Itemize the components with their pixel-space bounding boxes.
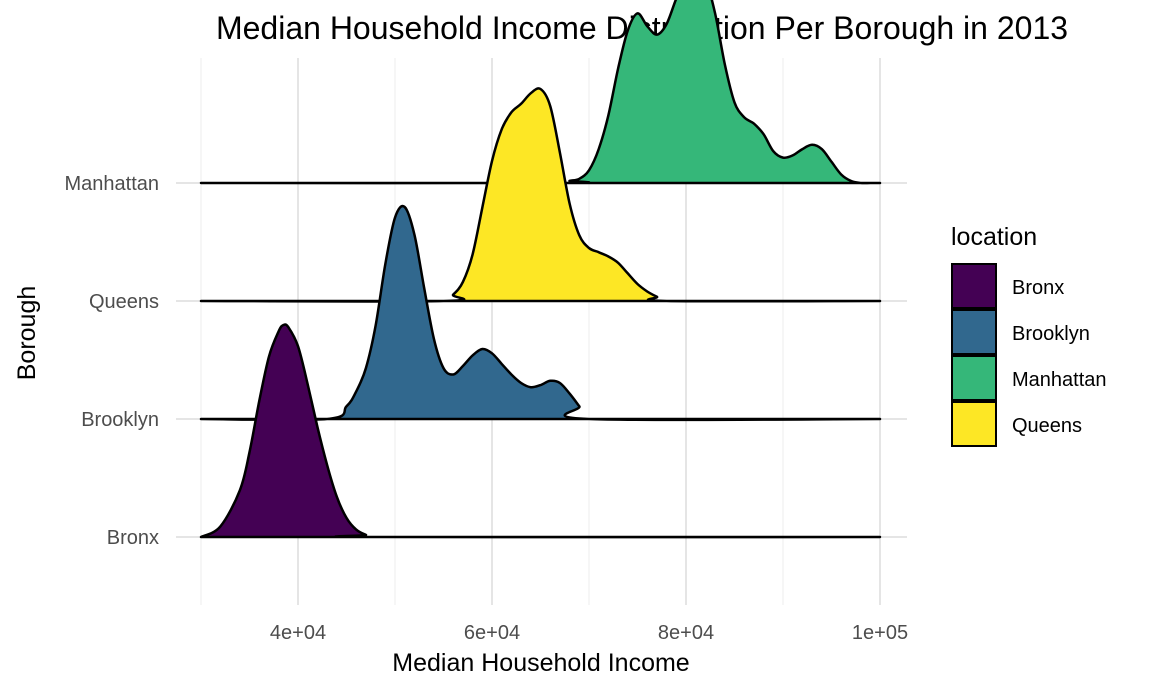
- y-tick-label: Manhattan: [64, 173, 159, 195]
- legend-label-brooklyn: Brooklyn: [1012, 323, 1090, 345]
- x-axis-ticks: 4e+04 6e+04 8e+04 1e+05: [270, 622, 908, 644]
- y-axis-ticks: Bronx Brooklyn Queens Manhattan: [64, 173, 159, 549]
- ridge-bronx: [199, 323, 882, 539]
- legend-label-manhattan: Manhattan: [1012, 369, 1107, 391]
- y-axis-title: Borough: [13, 286, 41, 381]
- x-tick-label: 6e+04: [464, 622, 520, 644]
- x-axis-title: Median Household Income: [392, 649, 689, 677]
- ridge-area-brooklyn: [199, 204, 882, 422]
- legend-swatch-manhattan: [951, 355, 997, 401]
- y-tick-label: Bronx: [107, 527, 159, 549]
- ridge-area-queens: [199, 87, 882, 303]
- ridge-queens: [199, 87, 882, 303]
- legend: location Bronx Brooklyn Manhattan Queens: [951, 223, 1107, 447]
- ridge-area-manhattan: [199, 0, 882, 185]
- legend-title: location: [951, 223, 1037, 251]
- ridges: [199, 0, 882, 539]
- x-tick-label: 1e+05: [852, 622, 908, 644]
- ridge-brooklyn: [199, 204, 882, 422]
- legend-label-queens: Queens: [1012, 415, 1082, 437]
- y-tick-label: Brooklyn: [81, 409, 159, 431]
- ridge-area-bronx: [199, 323, 882, 539]
- legend-swatch-queens: [951, 401, 997, 447]
- ridge-manhattan: [199, 0, 882, 185]
- legend-swatch-brooklyn: [951, 309, 997, 355]
- x-tick-label: 8e+04: [658, 622, 714, 644]
- legend-label-bronx: Bronx: [1012, 277, 1064, 299]
- legend-swatch-bronx: [951, 263, 997, 309]
- y-tick-label: Queens: [89, 291, 159, 313]
- x-tick-label: 4e+04: [270, 622, 326, 644]
